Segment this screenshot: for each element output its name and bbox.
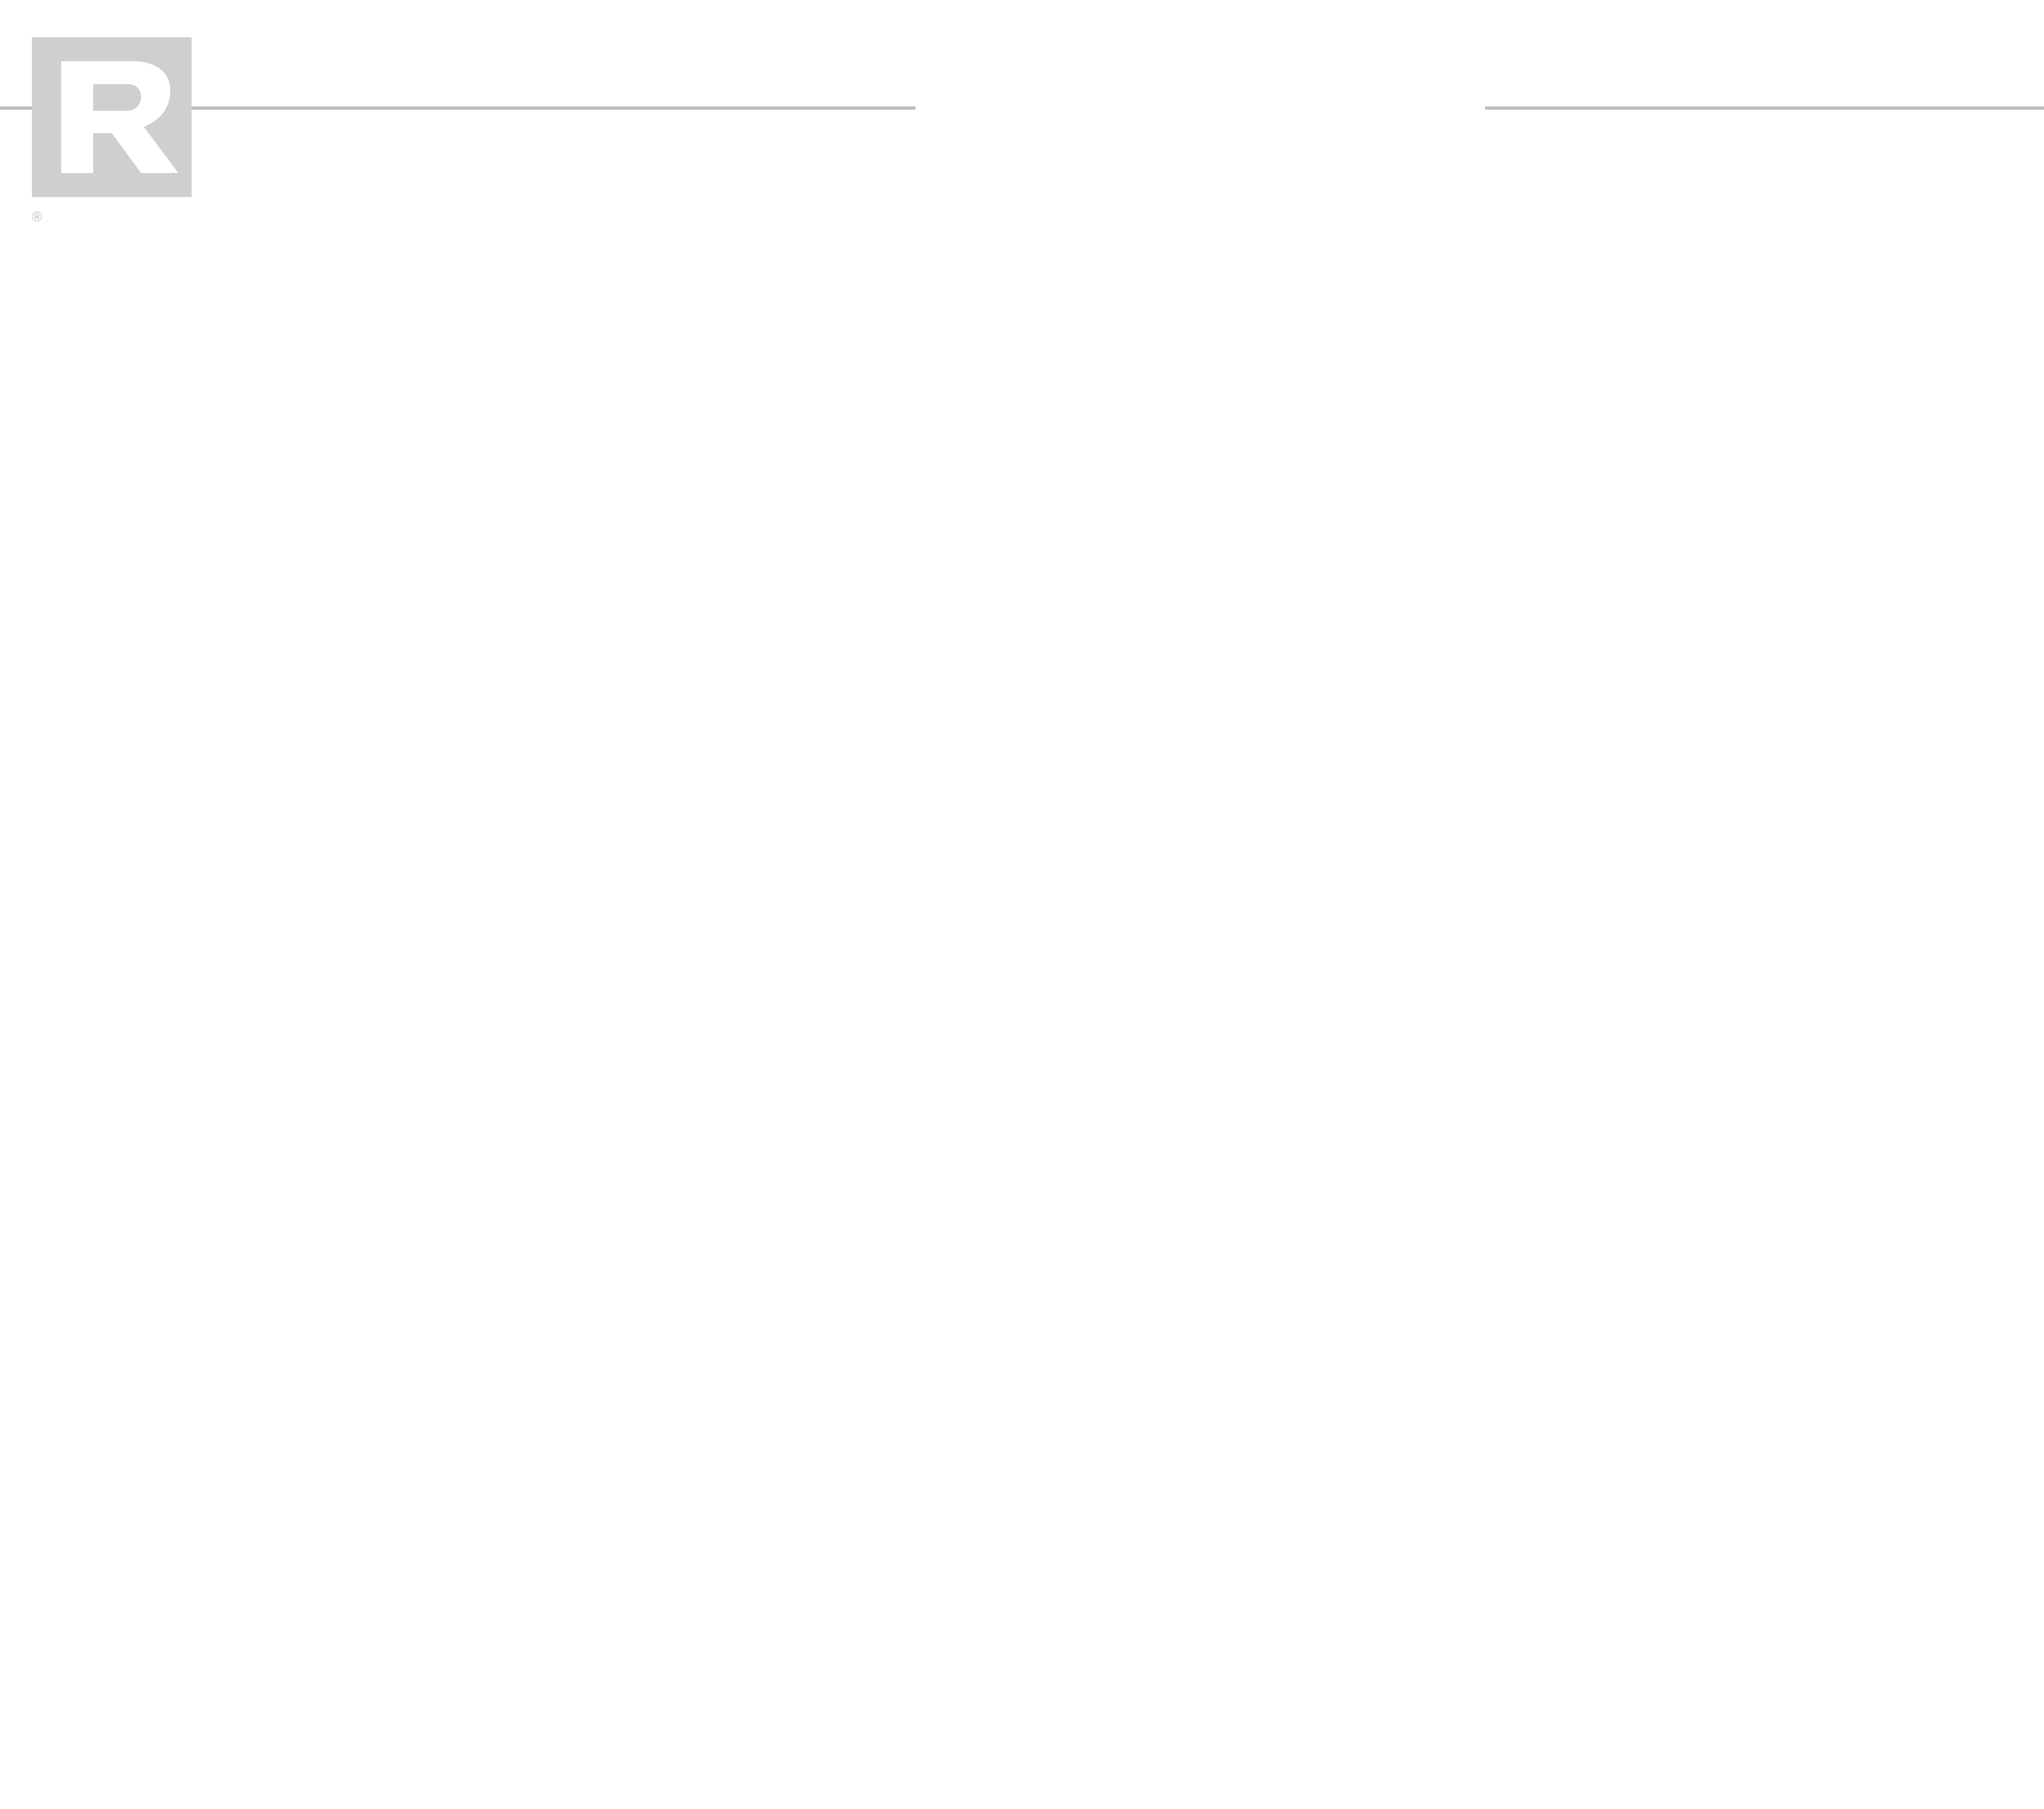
logo-icon [32, 37, 192, 197]
floorplan [202, 287, 1863, 1752]
floor-info [916, 104, 1485, 120]
header-rule-right [1485, 106, 2044, 110]
floorplan-svg [202, 287, 1863, 1752]
logo-text: ® [32, 209, 192, 242]
realtor-logo: ® [32, 37, 192, 242]
